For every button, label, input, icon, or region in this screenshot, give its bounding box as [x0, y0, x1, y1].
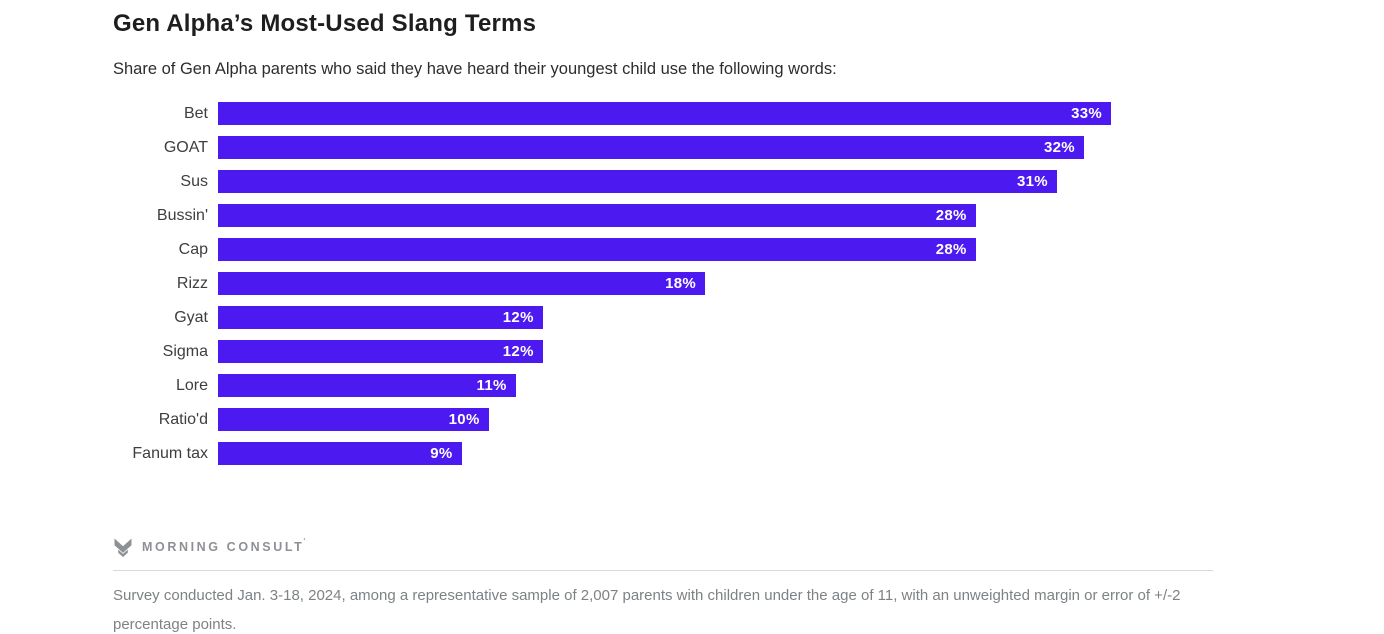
bar-track: 31%: [218, 170, 1111, 193]
logo-text: MORNING CONSULT': [142, 537, 308, 554]
bar-track: 10%: [218, 408, 1111, 431]
morning-consult-logo: MORNING CONSULT': [113, 537, 309, 557]
bar: 32%: [218, 136, 1084, 159]
value-label: 9%: [430, 445, 453, 462]
bar-row: Bet 33%: [113, 102, 1121, 125]
bar: 11%: [218, 374, 516, 397]
bar-row: GOAT 32%: [113, 136, 1121, 159]
value-label: 31%: [1016, 173, 1048, 190]
category-label: Sigma: [162, 342, 208, 360]
category-label: Sus: [180, 172, 208, 190]
category-label: Ratio'd: [158, 410, 208, 428]
bar-track: 11%: [218, 374, 1111, 397]
category-label: Fanum tax: [132, 444, 208, 462]
bar: 28%: [218, 238, 976, 261]
value-label: 28%: [935, 207, 967, 224]
bar: 9%: [218, 442, 462, 465]
bar-track: 32%: [218, 136, 1111, 159]
value-label: 18%: [665, 275, 697, 292]
bar-row: Fanum tax 9%: [113, 442, 1121, 465]
bar-track: 12%: [218, 306, 1111, 329]
bar-track: 33%: [218, 102, 1111, 125]
bar: 33%: [218, 102, 1111, 125]
bar-chart: Bet 33% GOAT 32% Sus 31% Bussin' 28%: [113, 102, 1121, 465]
bar: 10%: [218, 408, 489, 431]
morning-consult-m-icon: [114, 538, 132, 557]
category-label: Lore: [175, 376, 208, 394]
bar: 18%: [218, 272, 706, 295]
value-label: 12%: [502, 309, 534, 326]
bar-row: Lore 11%: [113, 374, 1121, 397]
survey-footnote: Survey conducted Jan. 3-18, 2024, among …: [113, 587, 1181, 633]
category-label: Rizz: [176, 274, 208, 292]
trademark-mark: ': [303, 537, 308, 546]
bar-track: 9%: [218, 442, 1111, 465]
footer-divider: [113, 570, 1213, 571]
value-label: 33%: [1071, 105, 1102, 122]
bar: 28%: [218, 204, 976, 227]
bar-row: Ratio'd 10%: [113, 408, 1121, 431]
bar-track: 28%: [218, 204, 1111, 227]
value-label: 32%: [1044, 139, 1075, 156]
category-label: GOAT: [163, 138, 208, 156]
bar-row: Rizz 18%: [113, 272, 1121, 295]
bar: 12%: [218, 306, 543, 329]
bar-row: Sigma 12%: [113, 340, 1121, 363]
category-label: Bussin': [156, 206, 208, 224]
value-label: 11%: [476, 377, 507, 394]
category-label: Bet: [183, 104, 208, 122]
value-label: 28%: [935, 241, 967, 258]
bar-track: 18%: [218, 272, 1111, 295]
category-label: Cap: [178, 240, 208, 258]
chart-title: Gen Alpha’s Most-Used Slang Terms: [113, 10, 537, 37]
value-label: 10%: [448, 411, 480, 428]
bar-row: Gyat 12%: [113, 306, 1121, 329]
bar-row: Sus 31%: [113, 170, 1121, 193]
bar: 12%: [218, 340, 543, 363]
chart-subtitle: Share of Gen Alpha parents who said they…: [113, 60, 837, 78]
bar-track: 28%: [218, 238, 1111, 261]
bar-row: Bussin' 28%: [113, 204, 1121, 227]
value-label: 12%: [502, 343, 534, 360]
category-label: Gyat: [174, 308, 208, 326]
bar: 31%: [218, 170, 1057, 193]
bar-row: Cap 28%: [113, 238, 1121, 261]
bar-track: 12%: [218, 340, 1111, 363]
